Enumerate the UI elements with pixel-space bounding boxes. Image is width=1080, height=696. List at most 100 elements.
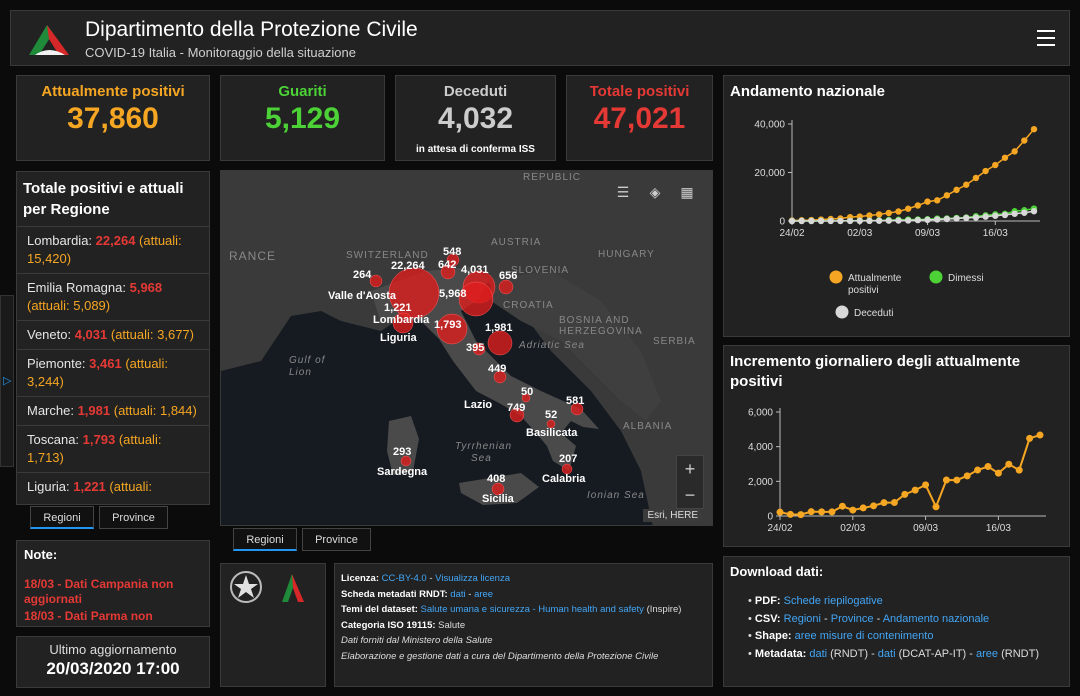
metadata-link[interactable]: aree [474, 588, 494, 600]
data-point [866, 217, 873, 225]
metadata-link[interactable]: Salute umana e sicurezza - Human health … [420, 604, 644, 615]
download-link[interactable]: dati [809, 647, 828, 660]
data-point [788, 217, 796, 225]
data-point [818, 508, 826, 516]
data-point [932, 503, 940, 511]
region-attuali: (attuali: 1,713) [27, 432, 162, 465]
data-point [901, 490, 909, 498]
download-item: • Metadata: dati (RNDT) - dati (DCAT-AP-… [748, 646, 1068, 664]
bubble-value-label: 52 [545, 409, 557, 421]
x-tick-label: 16/03 [986, 523, 1011, 534]
case-bubble [400, 455, 412, 467]
data-point [808, 217, 815, 225]
region-attuali: (attuali: 1,844) [110, 403, 197, 418]
tab-province-map[interactable]: Province [302, 528, 371, 551]
downloads-title: Download dati: [730, 564, 824, 579]
case-bubble [521, 393, 531, 403]
zoom-out-button[interactable]: − [684, 485, 696, 505]
metadata-label: Licenza: [341, 573, 382, 584]
data-point [984, 463, 992, 471]
national-trend-chart: 0 20,000 40,000 24/02 02/03 09/03 16/03 Attualm… [754, 120, 1040, 319]
download-link[interactable]: aree misure di contenimento [794, 630, 934, 642]
x-tick-label: 02/03 [840, 523, 865, 534]
data-point [1001, 211, 1009, 219]
download-item: • PDF: Schede riepilogative [748, 593, 1068, 611]
bubble-value-label: 50 [521, 386, 533, 398]
tab-regioni-list[interactable]: Regioni [30, 506, 94, 529]
metadata-link[interactable]: Visualizza licenza [435, 573, 510, 584]
kpi-label: Deceduti [443, 83, 508, 100]
region-total: 5,968 [129, 280, 163, 295]
region-list-item[interactable]: Toscana: 1,793 (attuali: 1,713) [17, 425, 209, 472]
region-list-item[interactable]: Emilia Romagna: 5,968 (attuali: 5,089) [17, 273, 209, 320]
data-point [895, 217, 902, 224]
region-name: Liguria: [27, 479, 74, 494]
data-point [846, 217, 854, 225]
download-link[interactable]: Regioni [783, 612, 821, 625]
italy-map[interactable]: REPUBLIC AUSTRIA HUNGARY RANCE SWITZERLA… [221, 171, 713, 526]
data-point [875, 217, 883, 224]
logos-panel [220, 563, 326, 687]
download-text: - [820, 612, 831, 625]
region-name: Toscana: [27, 432, 83, 447]
bubble-value-label: 5,968 [439, 288, 467, 300]
legend-label: Attualmente [848, 273, 902, 284]
x-tick-label: 24/02 [767, 523, 792, 534]
zoom-in-button[interactable]: + [684, 459, 696, 479]
layers-icon[interactable]: ◈ [649, 184, 661, 200]
hamburger-menu-icon[interactable] [1037, 30, 1055, 46]
data-point [943, 192, 951, 199]
svg-text:Adriatic Sea: Adriatic Sea [518, 340, 585, 351]
last-update-value: 20/03/2020 17:00 [46, 659, 180, 678]
data-point [1030, 125, 1038, 133]
kpi-attualmente-positivi: Attualmente positivi 37,860 [16, 75, 210, 161]
region-list-item[interactable]: Piemonte: 3,461 (attuali: 3,244) [17, 349, 209, 396]
y-tick-label: 0 [767, 512, 773, 523]
case-bubble [440, 264, 456, 280]
data-point [1021, 209, 1028, 216]
map-panel[interactable]: REPUBLIC AUSTRIA HUNGARY RANCE SWITZERLA… [220, 170, 713, 526]
kpi-deceduti: Deceduti 4,032 in attesa di conferma ISS [395, 75, 556, 161]
download-text: - [873, 612, 883, 625]
data-point [837, 217, 844, 225]
legend-label: Dimessi [948, 273, 984, 284]
map-attribution[interactable]: Esri, HERE [643, 509, 702, 522]
legend-label: positivi [848, 285, 879, 296]
metadata-text: Salute [438, 619, 466, 631]
note-line: 18/03 - Dati Parma non [24, 609, 153, 623]
download-link[interactable]: dati [877, 647, 896, 660]
x-tick-label: 24/02 [779, 228, 804, 239]
region-list-item[interactable]: Marche: 1,981 (attuali: 1,844) [17, 396, 209, 425]
svg-text:SLOVENIA: SLOVENIA [511, 265, 569, 276]
region-list: Lombardia: 22,264 (attuali: 15,420) Emili… [17, 226, 209, 501]
data-point [1001, 154, 1009, 161]
download-link[interactable]: Schede riepilogative [783, 595, 883, 607]
legend-swatch [835, 305, 849, 319]
metadata-lines: Licenza: CC-BY-4.0 - Visualizza licenza S… [341, 571, 711, 664]
basemap-gallery-icon[interactable]: ▦ [680, 184, 694, 200]
download-item: • CSV: Regioni - Province - Andamento na… [748, 611, 1068, 629]
download-link[interactable]: aree [976, 647, 999, 660]
region-list-item[interactable]: Liguria: 1,221 (attuali: [17, 472, 209, 501]
bubble-value-label: 749 [507, 402, 525, 414]
metadata-link[interactable]: CC-BY-4.0 [381, 573, 427, 584]
metadata-link[interactable]: dati [450, 588, 466, 600]
region-list-item[interactable]: Veneto: 4,031 (attuali: 3,677) [17, 320, 209, 349]
case-bubble [487, 330, 513, 356]
tab-province-list[interactable]: Province [99, 506, 168, 529]
legend-list-icon[interactable]: ☰ [616, 184, 630, 200]
region-attuali: (attuali: 15,420) [27, 233, 182, 266]
note-line: 18/03 - Dati Campania non aggiornati [24, 577, 174, 606]
download-link[interactable]: Province [830, 612, 874, 625]
download-link[interactable]: Andamento nazionale [882, 612, 990, 625]
y-tick-label: 40,000 [754, 120, 785, 131]
bubble-value-label: 1,793 [434, 319, 462, 331]
tab-regioni-map[interactable]: Regioni [233, 528, 297, 551]
svg-text:Ionian Sea: Ionian Sea [587, 490, 645, 501]
sidebar-collapse-handle[interactable]: ▷ [0, 295, 14, 467]
svg-text:REPUBLIC: REPUBLIC [523, 172, 581, 183]
region-list-item[interactable]: Lombardia: 22,264 (attuali: 15,420) [17, 226, 209, 273]
y-tick-label: 20,000 [754, 168, 785, 179]
data-point [786, 510, 794, 518]
x-tick-label: 09/03 [913, 523, 938, 534]
